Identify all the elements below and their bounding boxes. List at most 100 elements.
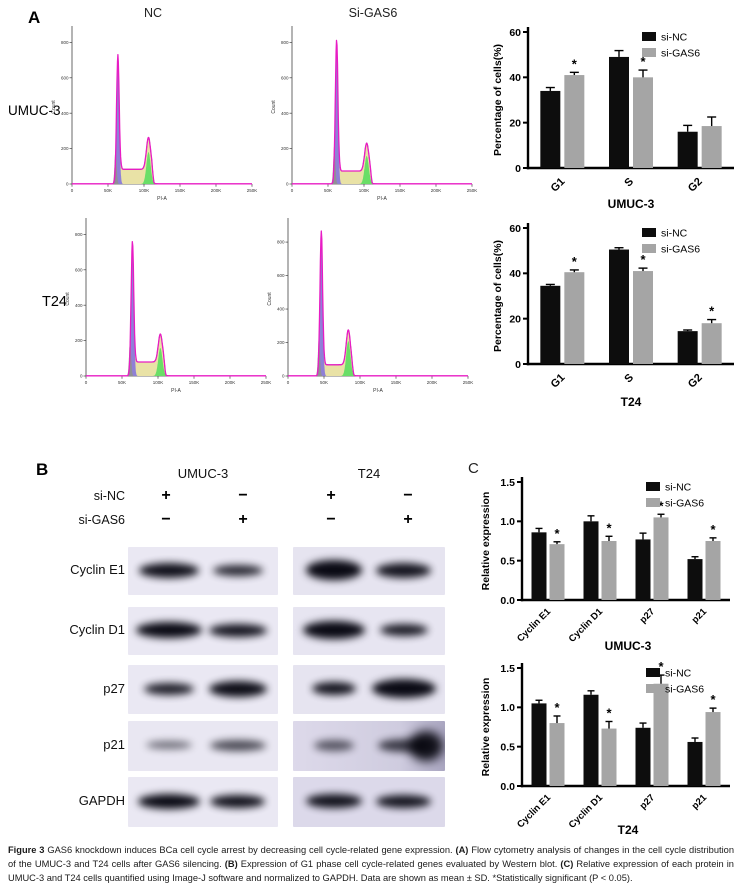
- y-axis-label: Percentage of cells(%): [492, 240, 504, 352]
- x-tick-label: 50K: [324, 188, 332, 193]
- panel-c-label: C: [468, 460, 479, 477]
- y-tick-label: 1.0: [500, 702, 515, 714]
- x-tick-label: 150K: [189, 380, 200, 385]
- caption-text: Relative expression of each protein in U…: [8, 858, 734, 883]
- significance-asterisk: *: [658, 498, 664, 513]
- y-tick-label: 0: [80, 374, 83, 379]
- blot-strip: [293, 777, 445, 827]
- x-category-label: G2: [686, 372, 705, 391]
- flow-region: [327, 40, 346, 185]
- bar-chart-expression-t24: 0.0 0.5 1.0 1.5 Relative expression * Cyclin E…: [480, 659, 730, 837]
- bar-si-GAS6-p21: [705, 712, 721, 786]
- lane-sign: +: [326, 487, 336, 504]
- blot-row-label-p21: p21: [103, 737, 125, 752]
- bar-si-NC-Cyclin D1: [583, 694, 599, 786]
- x-tick-label: 200K: [211, 188, 222, 193]
- x-category-label: G1: [549, 372, 568, 391]
- blot-strip: [128, 607, 278, 655]
- blot-group-title-t24: T24: [357, 466, 381, 481]
- x-tick-label: 0: [71, 188, 74, 193]
- blot-band: [208, 680, 267, 697]
- blot-band: [138, 562, 199, 578]
- caption-text: Flow cytometry analysis of changes in th…: [8, 845, 735, 869]
- blot-row-label-p27: p27: [103, 680, 125, 696]
- y-tick-label: 200: [75, 338, 83, 343]
- row-label-t24: T24: [42, 294, 67, 310]
- x-tick-label: 250K: [247, 188, 258, 193]
- blot-strip: [128, 665, 278, 714]
- flow-histogram-umuc3-nc: 0 200 400 600 800 0 50K 100K 150K 200K 250K Count PI…: [51, 26, 258, 202]
- x-tick-label: 100K: [139, 188, 150, 193]
- x-category-label: p21: [690, 792, 710, 812]
- bar-chart-cellcycle-umuc3: 0 20 40 60 Percentage of cells(%) * G1 * S G2 UMUC…: [492, 27, 734, 211]
- bar-si-GAS6-G2: [701, 323, 722, 364]
- caption-text: Figure 3: [8, 845, 48, 855]
- bar-si-GAS6-p27: [653, 683, 669, 786]
- x-category-label: Cyclin D1: [567, 606, 606, 645]
- x-tick-label: 50K: [104, 188, 112, 193]
- x-tick-label: 200K: [225, 380, 236, 385]
- legend-label: si-GAS6: [661, 48, 700, 60]
- y-tick-label: 0: [66, 182, 69, 187]
- blot-band: [145, 741, 192, 749]
- x-category-label: Cyclin E1: [515, 606, 554, 645]
- bar-si-NC-p27: [635, 539, 651, 600]
- flow-region: [339, 341, 358, 376]
- panel-b-label: B: [36, 460, 49, 479]
- flow-histogram-t24-sigas6: 0 200 400 600 800 0 50K 100K 150K 200K 250K Count PI…: [267, 218, 474, 394]
- lane-sign: +: [403, 511, 413, 528]
- legend-label: si-GAS6: [661, 244, 700, 256]
- bar-chart-cellcycle-t24: 0 20 40 60 Percentage of cells(%) * G1 * S * G2 T24…: [492, 223, 734, 409]
- lane-sign: −: [161, 511, 171, 528]
- significance-asterisk: *: [710, 692, 716, 707]
- significance-asterisk: *: [572, 254, 578, 269]
- y-tick-label: 0: [515, 359, 521, 371]
- blot-row-label-cyclin-e1: Cyclin E1: [70, 562, 125, 577]
- blot-band: [143, 682, 194, 695]
- legend-swatch: [642, 244, 656, 253]
- flow-curve: [71, 53, 253, 185]
- blot-band: [306, 560, 363, 580]
- bar-si-GAS6-p27: [653, 517, 669, 600]
- y-axis-label: Percentage of cells(%): [492, 44, 504, 156]
- bar-si-NC-S: [609, 56, 629, 168]
- x-axis-label: PI-A: [377, 196, 387, 202]
- flow-curve: [287, 230, 469, 377]
- legend-swatch: [646, 482, 660, 491]
- legend-swatch: [642, 32, 656, 41]
- x-tick-label: 250K: [261, 380, 272, 385]
- legend-swatch: [642, 48, 656, 57]
- x-tick-label: 250K: [463, 380, 474, 385]
- x-category-label: p27: [638, 606, 657, 625]
- bar-si-GAS6-Cyclin D1: [601, 541, 617, 600]
- significance-asterisk: *: [710, 522, 716, 537]
- x-tick-label: 0: [287, 380, 290, 385]
- blot-strip: [128, 721, 278, 771]
- bar-si-NC-Cyclin D1: [583, 521, 599, 600]
- row-label-umuc3: UMUC-3: [8, 103, 61, 118]
- y-tick-label: 20: [509, 117, 521, 129]
- y-tick-label: 1.0: [500, 516, 515, 528]
- y-tick-label: 400: [61, 111, 69, 116]
- blot-strip: [293, 665, 445, 714]
- blot-band: [379, 624, 428, 636]
- y-axis-label: Count: [65, 292, 71, 306]
- bar-si-GAS6-S: [633, 77, 653, 168]
- significance-asterisk: *: [658, 659, 664, 674]
- flow-histogram-umuc3-sigas6: 0 200 400 600 800 0 50K 100K 150K 200K 250K Count PI…: [271, 26, 478, 202]
- chart-title: UMUC-3: [605, 639, 652, 653]
- y-tick-label: 20: [509, 313, 521, 325]
- bar-si-NC-p21: [687, 559, 703, 600]
- y-tick-label: 400: [281, 111, 289, 116]
- x-axis-label: PI-A: [171, 388, 181, 394]
- flow-region: [139, 152, 158, 184]
- blot-band: [208, 623, 267, 637]
- y-tick-label: 40: [509, 268, 521, 280]
- panel-a-label: A: [28, 8, 41, 27]
- x-axis-label: PI-A: [157, 196, 167, 202]
- legend-label: si-NC: [665, 482, 692, 494]
- x-tick-label: 250K: [467, 188, 478, 193]
- x-category-label: Cyclin E1: [515, 792, 554, 831]
- x-tick-label: 50K: [118, 380, 126, 385]
